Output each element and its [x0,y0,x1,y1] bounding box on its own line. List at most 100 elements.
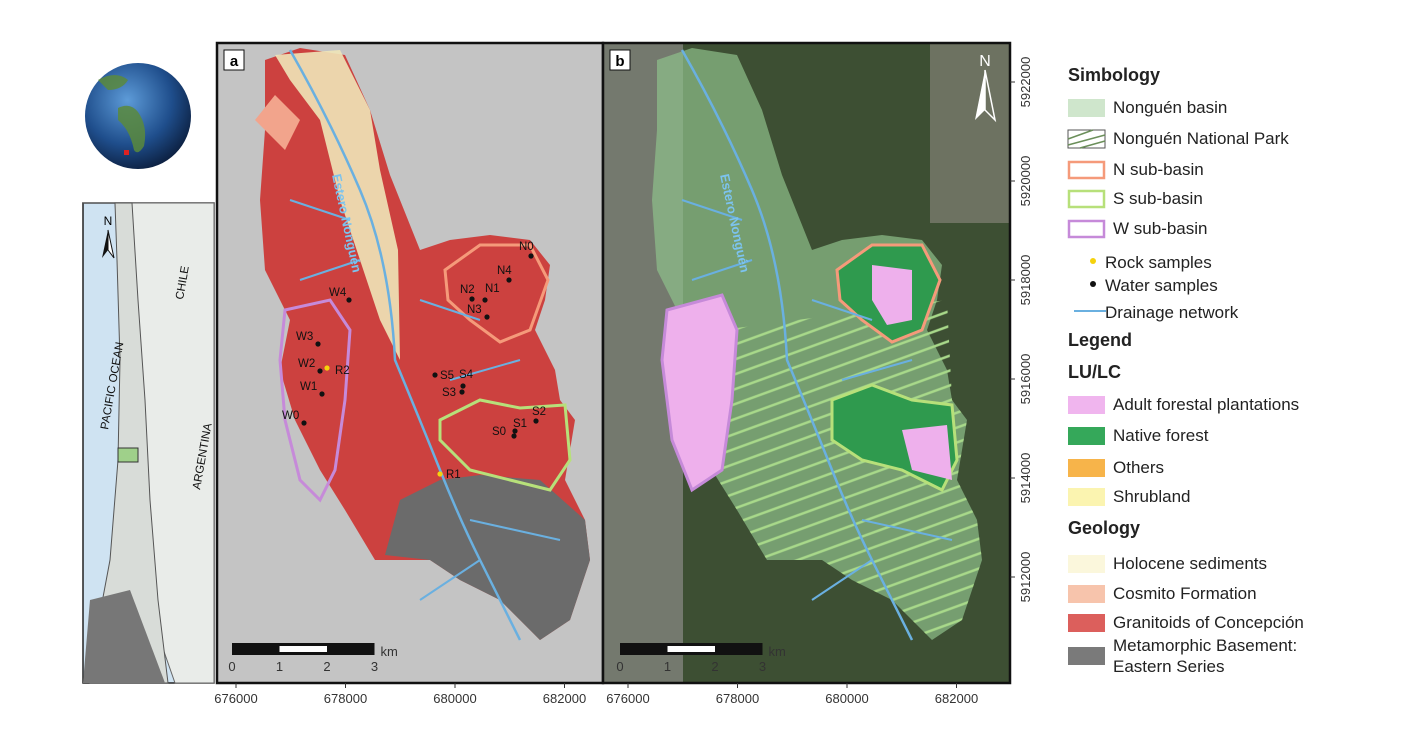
x-tick-label: 676000 [606,691,649,706]
scale-label: 3 [371,659,378,674]
y-tick-label: 5912000 [1018,552,1033,603]
legend-label: Nonguén basin [1113,98,1227,117]
scale-label: 2 [711,659,718,674]
sample-label: S0 [492,426,506,438]
sample-point [460,383,466,389]
scale-label: 3 [759,659,766,674]
legend-label: Adult forestal plantations [1113,395,1299,414]
north-label: N [979,53,991,70]
sample-label: W4 [329,287,347,299]
legend-heading: Simbology [1068,65,1160,85]
y-tick-label: 5922000 [1018,57,1033,108]
sample-label: S1 [513,418,527,430]
legend-swatch [1068,647,1105,665]
legend-label: Nonguén National Park [1113,129,1289,148]
sample-point [506,277,512,283]
legend-swatch [1067,219,1106,239]
sample-point [533,418,539,424]
y-tick-label: 5920000 [1018,156,1033,207]
legend-label: Others [1113,458,1164,477]
sample-label: R2 [335,365,350,377]
sample-label: R1 [446,469,461,481]
sample-point [315,341,321,347]
sample-label: S4 [459,369,474,381]
panel-label: b [615,53,624,70]
sample-label: N0 [519,241,534,253]
legend-heading: LU/LC [1068,362,1121,382]
scale-label: 0 [616,659,623,674]
legend-label: Shrubland [1113,487,1191,506]
x-tick-label: 680000 [825,691,868,706]
sample-label: W2 [298,358,315,370]
x-tick-label: 678000 [324,691,367,706]
y-tick-label: 5916000 [1018,354,1033,405]
sample-label: N3 [467,304,482,316]
scale-bar [279,646,327,652]
sample-point [346,297,352,303]
legend-label: W sub-basin [1113,219,1207,238]
scale-label: 0 [228,659,235,674]
legend-label: Cosmito Formation [1113,584,1257,603]
legend-heading: Legend [1068,330,1132,350]
y-tick-label: 5914000 [1018,453,1033,504]
legend-heading: Geology [1068,518,1140,538]
scale-bar [667,646,715,652]
sample-point [319,391,325,397]
x-tick-label: 682000 [935,691,978,706]
legend-label: N sub-basin [1113,160,1204,179]
x-tick-label: 676000 [214,691,257,706]
legend-swatch [1068,396,1105,414]
sample-point [512,428,518,434]
scale-unit: km [381,644,398,659]
panel-label: a [230,53,239,70]
legend-swatch [1068,614,1105,632]
scale-label: 1 [276,659,283,674]
legend-label: Water samples [1105,276,1218,295]
legend-label: Native forest [1113,426,1209,445]
sample-label: N1 [485,283,500,295]
sample-label: W0 [282,410,299,422]
legend-label: S sub-basin [1113,189,1203,208]
sample-label: S3 [442,387,456,399]
sample-point [484,314,490,320]
sample-label: N4 [497,265,512,277]
sample-label: S5 [440,370,454,382]
legend-label: Metamorphic Basement: Eastern Series [1113,636,1297,676]
legend-swatch [1090,281,1096,287]
legend-label: Drainage network [1105,303,1239,322]
sample-point [482,297,488,303]
legend-swatch [1068,585,1105,603]
scale-label: 1 [664,659,671,674]
legend-swatch [1068,99,1105,117]
legend-swatch [1090,258,1096,264]
legend-swatch [1068,488,1105,506]
sample-point [437,471,443,477]
scale-unit: km [769,644,786,659]
y-tick-label: 5918000 [1018,255,1033,306]
legend-swatch [1068,459,1105,477]
legend-swatch [1067,160,1106,180]
sample-point [317,368,323,374]
sample-label: S2 [532,406,546,418]
sample-point [432,372,438,378]
sample-point [469,296,475,302]
sample-point [528,253,534,259]
sample-label: N2 [460,284,475,296]
legend-label: Holocene sediments [1113,554,1267,573]
scale-label: 2 [323,659,330,674]
inset-label: CHILE [174,265,192,301]
sample-point [301,420,307,426]
north-label: N [104,214,113,228]
legend-swatch [1068,555,1105,573]
sample-point [459,389,465,395]
legend-label: Rock samples [1105,253,1212,272]
legend-swatch [1067,129,1106,149]
x-tick-label: 678000 [716,691,759,706]
x-tick-label: 680000 [433,691,476,706]
sample-point [324,365,330,371]
x-tick-label: 682000 [543,691,586,706]
sample-label: W3 [296,331,313,343]
legend-label: Granitoids of Concepción [1113,613,1304,632]
legend-swatch [1068,427,1105,445]
